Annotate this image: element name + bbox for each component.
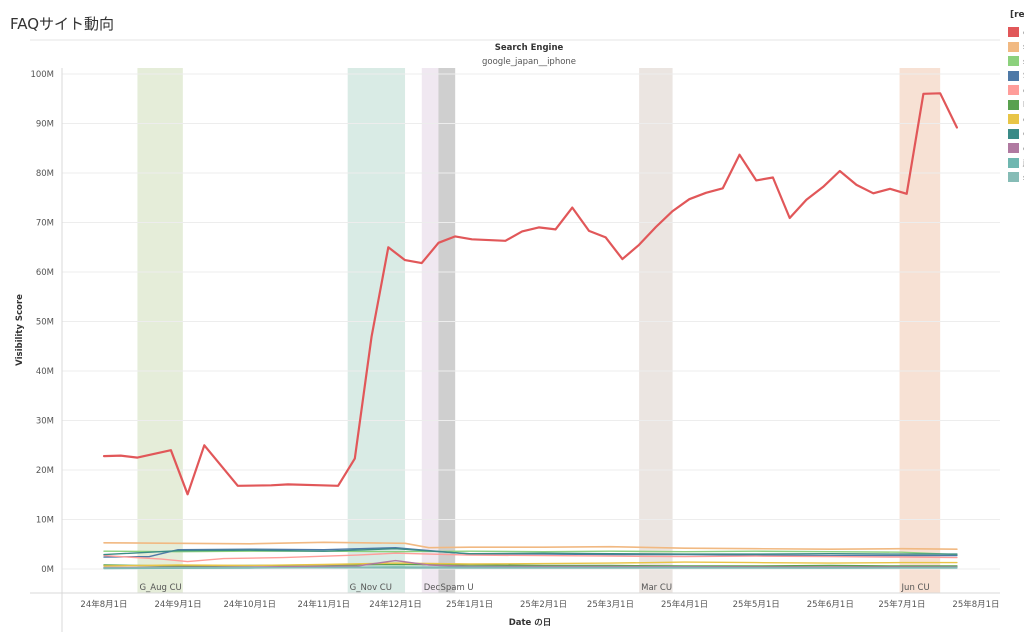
y-tick-label: 0M xyxy=(41,565,54,575)
legend-item[interactable]: c xyxy=(1008,141,1024,156)
legend-swatch xyxy=(1008,70,1019,81)
event-band-labels: G_Aug CU G_Nov CU Dec Spam U Mar CU Jun CU xyxy=(139,583,929,593)
chart-area[interactable]: Search Engine google_japan__iphone Visib… xyxy=(0,0,1000,642)
legend-swatch xyxy=(1008,114,1019,125)
event-band-label: Mar CU xyxy=(641,583,672,593)
legend-swatch xyxy=(1008,99,1019,110)
event-band-label: Spam U xyxy=(440,583,473,593)
y-tick-label: 60M xyxy=(36,268,54,278)
y-tick-label: 100M xyxy=(30,70,54,80)
x-tick-label: 25年5月1日 xyxy=(733,599,780,610)
series-line[interactable] xyxy=(103,559,958,569)
legend-item[interactable]: c xyxy=(1008,127,1024,142)
x-tick-label: 24年11月1日 xyxy=(298,599,351,610)
legend[interactable]: cssSckcccjs xyxy=(1008,25,1024,185)
x-tick-label: 25年4月1日 xyxy=(661,599,708,610)
y-tick-label: 90M xyxy=(36,120,54,130)
pane-value: google_japan__iphone xyxy=(482,57,576,67)
y-axis-title: Visibility Score xyxy=(15,294,25,366)
y-tick-label: 50M xyxy=(36,318,54,328)
legend-item[interactable]: c xyxy=(1008,83,1024,98)
event-band-label: Jun CU xyxy=(901,583,930,593)
legend-swatch xyxy=(1008,172,1019,183)
legend-swatch xyxy=(1008,27,1019,38)
legend-item[interactable]: c xyxy=(1008,25,1024,40)
y-tick-label: 70M xyxy=(36,219,54,229)
legend-swatch xyxy=(1008,85,1019,96)
x-tick-label: 24年9月1日 xyxy=(154,599,201,610)
legend-swatch xyxy=(1008,41,1019,52)
x-tick-label: 25年2月1日 xyxy=(520,599,567,610)
legend-item[interactable]: k xyxy=(1008,98,1024,113)
event-band-label: G_Nov CU xyxy=(350,583,392,593)
x-axis-title: Date の日 xyxy=(509,618,552,628)
x-tick-label: 24年12月1日 xyxy=(369,599,422,610)
series-line[interactable] xyxy=(103,561,958,567)
event-band xyxy=(639,68,673,593)
x-tick-label: 24年8月1日 xyxy=(80,599,127,610)
x-tick-label: 24年10月1日 xyxy=(223,599,276,610)
series-line[interactable] xyxy=(103,548,958,556)
legend-swatch xyxy=(1008,143,1019,154)
event-band xyxy=(899,68,941,593)
x-tick-label: 25年8月1日 xyxy=(952,599,999,610)
legend-item[interactable]: j xyxy=(1008,156,1024,171)
event-band-label: G_Aug CU xyxy=(139,583,181,593)
series-line[interactable] xyxy=(102,92,958,496)
legend-item[interactable]: S xyxy=(1008,69,1024,84)
event-band xyxy=(137,68,183,593)
series-line[interactable] xyxy=(103,552,958,563)
event-band-label: Dec xyxy=(424,583,441,593)
legend-title: [re xyxy=(1010,10,1024,20)
series-lines xyxy=(102,92,958,570)
y-tick-label: 80M xyxy=(36,169,54,179)
x-tick-label: 25年7月1日 xyxy=(878,599,925,610)
x-axis: 24年8月1日 24年9月1日 24年10月1日 24年11月1日 24年12月1日 25… xyxy=(30,592,1000,610)
event-bands xyxy=(137,68,941,593)
gridlines xyxy=(62,73,1000,570)
x-tick-label: 25年1月1日 xyxy=(446,599,493,610)
legend-swatch xyxy=(1008,56,1019,67)
legend-swatch xyxy=(1008,128,1019,139)
event-band xyxy=(438,68,456,593)
event-band xyxy=(347,68,406,593)
chart-title: FAQサイト動向 xyxy=(10,15,115,33)
x-tick-label: 25年3月1日 xyxy=(587,599,634,610)
y-tick-label: 30M xyxy=(36,417,54,427)
series-line[interactable] xyxy=(103,566,958,569)
series-line[interactable] xyxy=(103,541,958,550)
y-axis: 0M 10M 20M 30M 40M 50M 60M 70M 80M 90M 100M xyxy=(30,68,63,632)
series-line[interactable] xyxy=(103,550,958,556)
legend-swatch xyxy=(1008,157,1019,168)
x-tick-label: 25年6月1日 xyxy=(807,599,854,610)
legend-item[interactable]: c xyxy=(1008,112,1024,127)
legend-item[interactable]: s xyxy=(1008,40,1024,55)
y-tick-label: 20M xyxy=(36,466,54,476)
pane-header: Search Engine xyxy=(495,43,564,53)
event-band xyxy=(421,68,439,593)
y-tick-label: 40M xyxy=(36,367,54,377)
legend-item[interactable]: s xyxy=(1008,170,1024,185)
legend-item[interactable]: s xyxy=(1008,54,1024,69)
y-tick-label: 10M xyxy=(36,516,54,526)
